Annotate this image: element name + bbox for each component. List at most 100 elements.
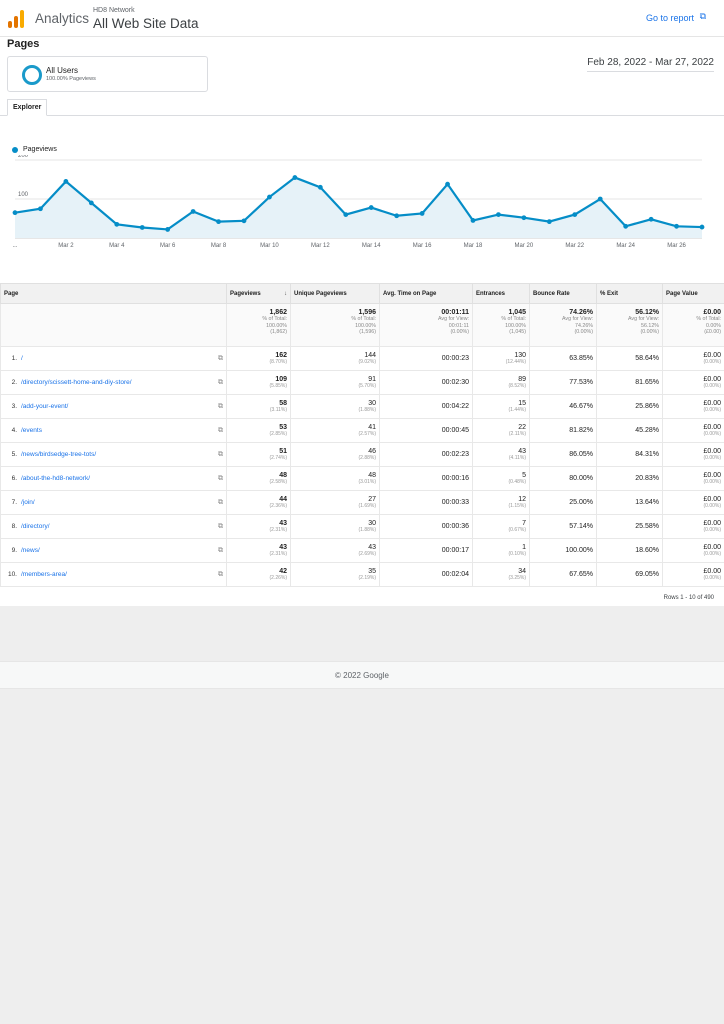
unique-pageviews-percent: (2.69%)	[358, 551, 376, 557]
page-link[interactable]: /directory/scissett-home-and-diy-store/	[21, 378, 132, 386]
row-number: 5.	[11, 450, 17, 458]
pageviews-chart[interactable]: 100 200... Mar 2 Mar 4 Mar 6 Mar 8 Mar 10 Mar 1…	[0, 155, 724, 255]
analytics-logo-icon[interactable]	[8, 10, 26, 28]
column-header[interactable]: % Exit	[596, 283, 663, 304]
total-label: % of Total:	[501, 316, 526, 322]
open-page-icon[interactable]: ⧉	[218, 450, 223, 458]
bounce-rate-cell: 25.00%	[529, 490, 597, 515]
table-row[interactable]: 10./members-area/⧉ 42 (2.26%) 35 (2.19%) 00:0…	[0, 562, 724, 587]
total-compare: (1,596)	[359, 329, 376, 335]
avg-time-cell: 00:02:23	[379, 442, 473, 467]
view-name[interactable]: All Web Site Data	[93, 16, 199, 31]
exit-cell: 20.83%	[596, 466, 663, 491]
pageviews-cell: 42 (2.26%)	[226, 562, 291, 587]
column-header[interactable]: Bounce Rate	[529, 283, 597, 304]
page-link[interactable]: /join/	[21, 498, 35, 506]
total-value: 56.12%	[635, 309, 659, 316]
page-value: £0.00	[703, 568, 721, 575]
unique-pageviews-value: 30	[368, 400, 376, 407]
copyright: © 2022 Google	[335, 671, 389, 680]
row-number: 9.	[11, 546, 17, 554]
unique-pageviews-value: 35	[368, 568, 376, 575]
open-page-icon[interactable]: ⧉	[218, 426, 223, 434]
table-row[interactable]: 6./about-the-hd8-network/⧉ 48 (2.58%) 48 (3.…	[0, 466, 724, 491]
table-row[interactable]: 1. / ⧉ 162 (8.70%) 144 (9.02%) 00:00:23 130 (12.4…	[0, 346, 724, 371]
go-to-report-link[interactable]: Go to report	[645, 13, 694, 23]
open-page-icon[interactable]: ⧉	[218, 378, 223, 386]
open-page-icon[interactable]: ⧉	[218, 474, 223, 482]
open-page-icon[interactable]: ⧉	[218, 546, 223, 554]
page-link[interactable]: /	[21, 354, 23, 362]
page-link[interactable]: /news/	[21, 546, 40, 554]
app-name: Analytics	[35, 11, 90, 26]
tab-explorer[interactable]: Explorer	[7, 99, 48, 116]
avg-time-cell: 00:00:33	[379, 490, 473, 515]
entrances-cell: 15 (1.44%)	[472, 394, 530, 419]
table-row[interactable]: 3./add-your-event/⧉ 58 (3.11%) 30 (1.88%) 00:…	[0, 394, 724, 419]
open-page-icon[interactable]: ⧉	[218, 354, 223, 362]
table-row[interactable]: 5./news/birdsedge-tree-tots/⧉ 51 (2.74%) 46…	[0, 442, 724, 467]
column-header[interactable]: Page Value	[662, 283, 724, 304]
page-link[interactable]: /add-your-event/	[21, 402, 69, 410]
x-tick-label: Mar 6	[160, 243, 176, 249]
exit-cell: 84.31%	[596, 442, 663, 467]
page-link[interactable]: /about-the-hd8-network/	[21, 474, 91, 482]
page-cell: 6. /about-the-hd8-network/ ⧉	[0, 466, 227, 491]
unique-pageviews-cell: 30 (1.88%)	[290, 514, 380, 539]
page-link[interactable]: /events	[21, 426, 42, 434]
column-header[interactable]: Avg. Time on Page	[379, 283, 473, 304]
series-area	[15, 177, 702, 238]
page-value-percent: (0.00%)	[703, 359, 721, 365]
table-row[interactable]: 2. /directory/scissett-home-and-diy-store…	[0, 370, 724, 395]
entrances-percent: (1.15%)	[508, 503, 526, 509]
pageviews-cell: 43 (2.31%)	[226, 514, 291, 539]
page-link[interactable]: /news/birdsedge-tree-tots/	[21, 450, 97, 458]
unique-pageviews-percent: (1.88%)	[358, 407, 376, 413]
exit-cell: 18.60%	[596, 538, 663, 563]
entrances-value: 130	[514, 352, 526, 359]
table-row[interactable]: 8./directory/⧉ 43 (2.31%) 30 (1.88%) 00:00:36…	[0, 514, 724, 539]
data-point	[368, 205, 374, 210]
pageviews-value: 109	[275, 376, 287, 383]
exit-cell: 69.05%	[596, 562, 663, 587]
page-link[interactable]: /members-area/	[21, 570, 67, 578]
column-header[interactable]: Page	[0, 283, 227, 304]
page-cell: 2. /directory/scissett-home-and-diy-store…	[0, 370, 227, 395]
entrances-value: 89	[518, 376, 526, 383]
date-range-selector[interactable]: Feb 28, 2022 - Mar 27, 2022	[587, 57, 714, 72]
segment-card[interactable]: All Users 100.00% Pageviews	[7, 56, 208, 92]
row-number: 8.	[11, 522, 17, 530]
page-link[interactable]: /directory/	[21, 522, 50, 530]
entrances-percent: (0.48%)	[508, 479, 526, 485]
unique-pageviews-cell: 41 (2.57%)	[290, 418, 380, 443]
open-page-icon[interactable]: ⧉	[218, 498, 223, 506]
unique-pageviews-value: 41	[368, 424, 376, 431]
data-point	[38, 206, 43, 212]
external-link-icon[interactable]: ⧉	[699, 11, 706, 21]
open-page-icon[interactable]: ⧉	[218, 402, 223, 410]
exit-cell: 45.28%	[596, 418, 663, 443]
table-row[interactable]: 9./news/⧉ 43 (2.31%) 43 (2.69%) 00:00:17 1 (0.1…	[0, 538, 724, 563]
unique-pageviews-cell: 144 (9.02%)	[290, 346, 380, 371]
x-tick-label: ...	[12, 243, 17, 249]
entrances-percent: (1.44%)	[508, 407, 526, 413]
page-cell: 8. /directory/ ⧉	[0, 514, 227, 539]
legend-label[interactable]: Pageviews	[23, 146, 57, 153]
account-name[interactable]: HD8 Network	[93, 7, 135, 14]
total-percent: 56.12%	[641, 322, 659, 329]
bounce-rate-cell: 86.05%	[529, 442, 597, 467]
rows-info: Rows 1 - 10 of 490	[663, 595, 714, 601]
page-value-cell: £0.00 (0.00%)	[662, 394, 724, 419]
column-header[interactable]: Entrances	[472, 283, 530, 304]
open-page-icon[interactable]: ⧉	[218, 522, 223, 530]
row-number: 2.	[11, 378, 17, 386]
data-point	[648, 216, 654, 222]
page-value: £0.00	[703, 544, 721, 551]
page-value-cell: £0.00 (0.00%)	[662, 442, 724, 467]
open-page-icon[interactable]: ⧉	[218, 570, 223, 578]
column-header[interactable]: Pageviews ↓	[226, 283, 291, 304]
table-row[interactable]: 7./join/⧉ 44 (2.36%) 27 (1.69%) 00:00:33 12 (1.…	[0, 490, 724, 515]
column-header[interactable]: Unique Pageviews	[290, 283, 380, 304]
table-row[interactable]: 4./events ⧉ 53 (2.85%) 41 (2.57%) 00:00:45 22 (2…	[0, 418, 724, 443]
total-percent: 100.00%	[505, 322, 526, 329]
